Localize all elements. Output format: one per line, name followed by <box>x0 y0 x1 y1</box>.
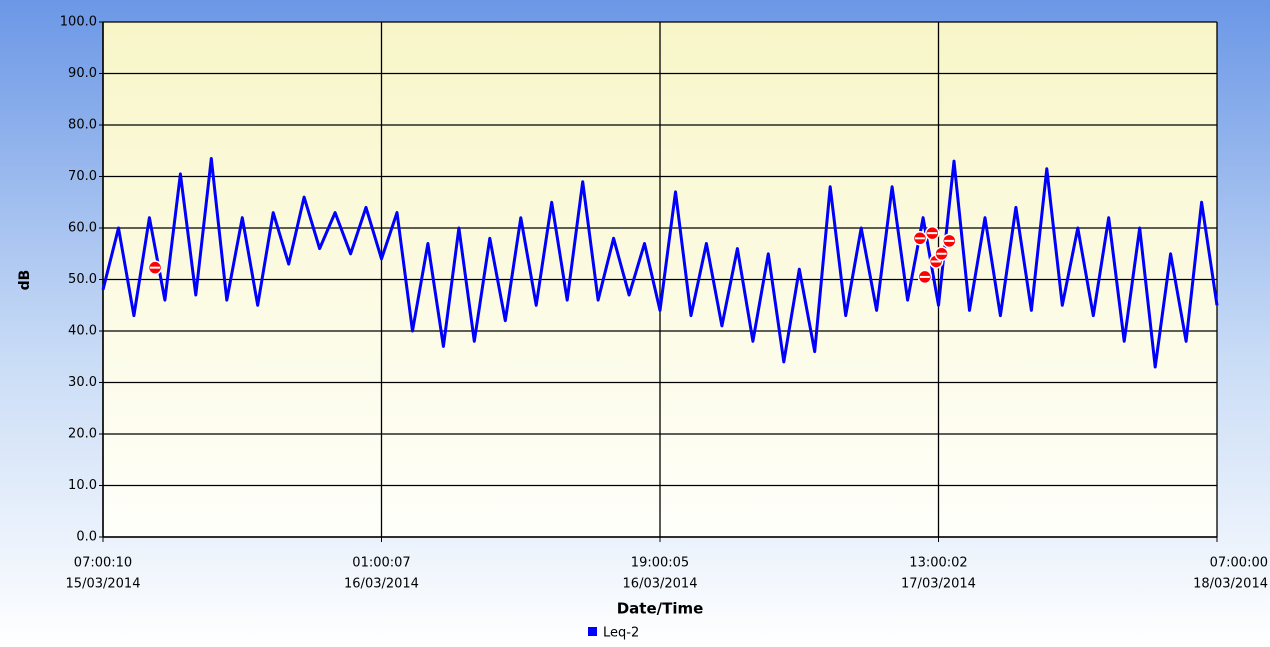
legend-label: Leq-2 <box>603 626 639 641</box>
x-tick-label: 07:00:00 <box>1210 556 1268 571</box>
y-tick-label: 70.0 <box>68 169 97 184</box>
y-tick-label: 10.0 <box>68 478 97 493</box>
x-tick-label: 07:00:10 <box>74 556 132 571</box>
y-tick-label: 80.0 <box>68 118 97 133</box>
series-line <box>101 157 1219 369</box>
x-tick-label: 16/03/2014 <box>623 577 698 592</box>
x-tick-label: 18/03/2014 <box>1193 577 1268 592</box>
y-tick-label: 30.0 <box>68 375 97 390</box>
y-axis-title: dB <box>17 270 33 291</box>
x-tick-label: 19:00:05 <box>631 556 689 571</box>
y-tick-label: 20.0 <box>68 427 97 442</box>
legend-swatch <box>588 627 597 636</box>
x-tick-label: 01:00:07 <box>352 556 410 571</box>
x-tick-label: 16/03/2014 <box>344 577 419 592</box>
x-tick-label: 17/03/2014 <box>901 577 976 592</box>
y-tick-label: 0.0 <box>76 530 97 545</box>
x-tick-label: 13:00:02 <box>909 556 967 571</box>
y-tick-label: 100.0 <box>60 15 97 30</box>
y-tick-label: 60.0 <box>68 221 97 236</box>
y-tick-label: 50.0 <box>68 272 97 287</box>
y-tick-label: 90.0 <box>68 66 97 81</box>
y-tick-label: 40.0 <box>68 324 97 339</box>
x-axis-title: Date/Time <box>617 600 704 618</box>
x-tick-label: 15/03/2014 <box>66 577 141 592</box>
